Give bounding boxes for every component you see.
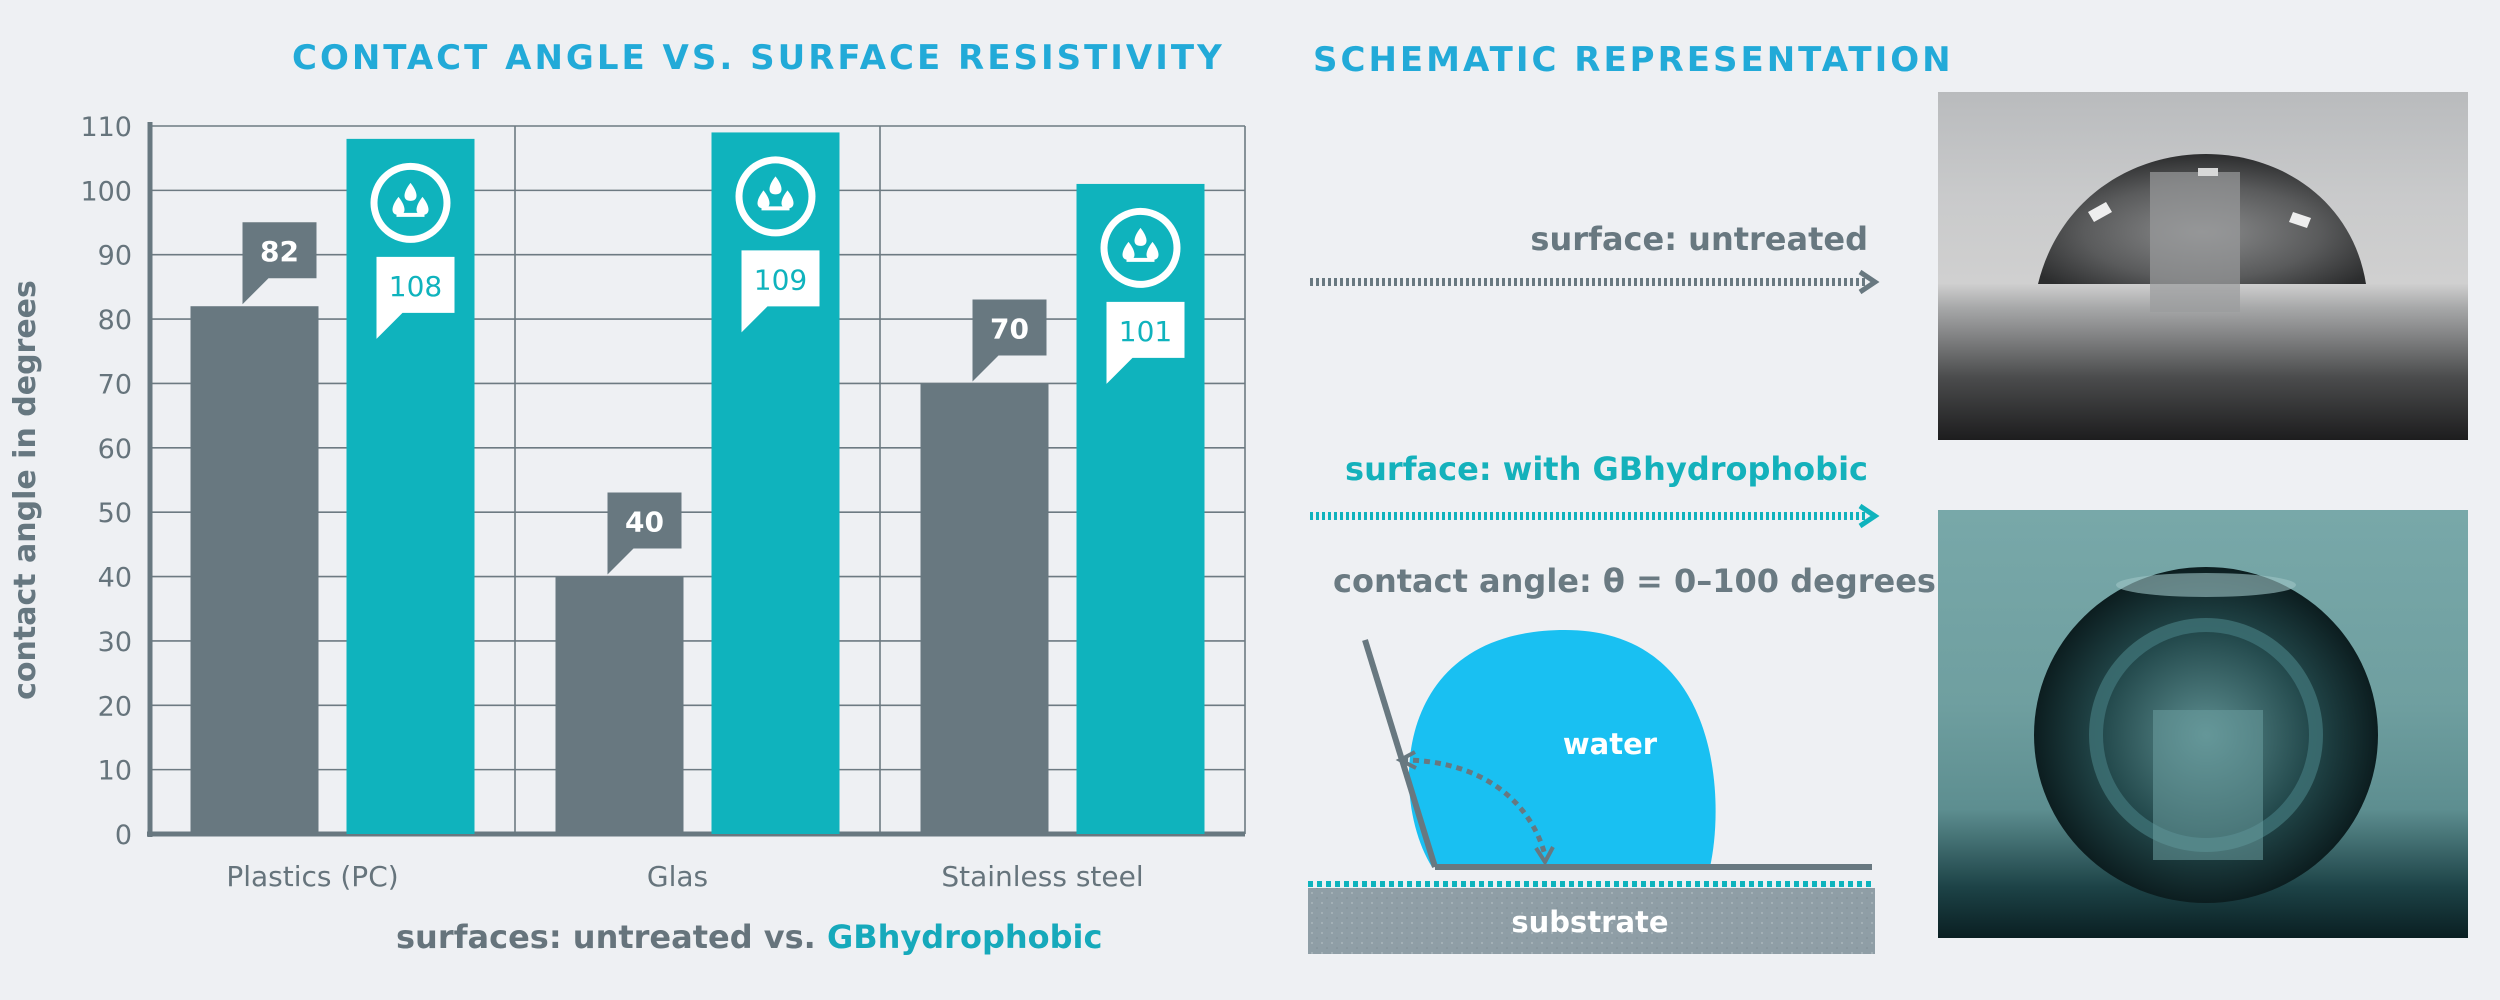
drop-icon	[781, 190, 794, 209]
value-label: 108	[389, 270, 442, 303]
y-tick-label: 80	[98, 305, 132, 336]
value-label: 82	[260, 235, 299, 268]
value-label: 109	[754, 263, 807, 296]
contact-angle-label: contact angle: θ = 0–100 degrees	[1333, 562, 1936, 600]
bar-treated	[711, 132, 840, 834]
y-tick-label: 50	[98, 498, 132, 529]
x-tick-label: Plastics (PC)	[226, 860, 398, 893]
y-tick-label: 30	[98, 627, 132, 658]
drop-icon	[416, 196, 429, 215]
chart-legend: surfaces: untreated vs. GBhydrophobic	[396, 918, 1102, 956]
bar-treated	[346, 138, 475, 834]
treated-surface-label: surface: with GBhydrophobic	[1345, 450, 1868, 488]
water-label: water	[1563, 727, 1658, 761]
legend-prefix: surfaces: untreated vs.	[396, 918, 827, 956]
bar-treated	[1076, 183, 1205, 835]
bar-chart: 0 10 20 30 40 50 60 70 80 90 100 110 82 108 Plastics (…	[80, 112, 1246, 893]
y-tick-label: 40	[98, 563, 132, 594]
drop-icon	[404, 182, 417, 201]
value-label: 101	[1119, 315, 1172, 348]
substrate	[1308, 888, 1875, 954]
drop-icon	[1122, 241, 1135, 260]
value-callout	[972, 299, 1047, 382]
water-drop	[1408, 630, 1716, 867]
value-callout	[376, 256, 455, 339]
value-callout	[607, 492, 682, 575]
hydrophobic-icon-inner	[742, 163, 809, 230]
bar-untreated	[920, 383, 1049, 834]
chart-title: CONTACT ANGLE VS. SURFACE RESISTIVITY	[292, 38, 1225, 78]
y-tick-label: 20	[98, 691, 132, 722]
drop-icon	[1146, 241, 1159, 260]
photo-treated-droplet	[1938, 510, 2468, 938]
treated-arrow	[1310, 503, 1880, 529]
value-callout	[1106, 301, 1185, 384]
hydrophobic-icon-inner	[1107, 214, 1174, 281]
y-tick-label: 70	[98, 369, 132, 400]
drop-icon	[769, 176, 782, 195]
drop-icon	[1134, 227, 1147, 246]
x-tick-label: Glas	[647, 860, 708, 893]
value-label: 70	[990, 312, 1029, 345]
hydrophobic-icon-inner	[377, 169, 444, 236]
angle-arc	[1401, 757, 1548, 856]
value-callout	[242, 222, 317, 305]
value-label: 40	[625, 506, 664, 539]
value-callout	[741, 250, 820, 333]
y-axis-label: contact angle in degrees	[8, 280, 43, 700]
untreated-arrow	[1310, 269, 1880, 295]
y-tick-label: 60	[98, 434, 132, 465]
y-tick-label: 90	[98, 241, 132, 272]
substrate-label: substrate	[1511, 905, 1668, 939]
x-tick-label: Stainless steel	[941, 860, 1143, 893]
legend-highlight: GBhydrophobic	[826, 918, 1103, 956]
y-tick-label: 10	[98, 756, 132, 787]
schematic-title: SCHEMATIC REPRESENTATION	[1313, 40, 1954, 80]
bar-untreated	[555, 576, 684, 834]
y-tick-label: 110	[80, 112, 132, 143]
y-tick-label: 0	[115, 820, 132, 851]
bar-untreated	[190, 306, 319, 835]
photo-untreated-droplet	[1938, 92, 2468, 440]
untreated-surface-label: surface: untreated	[1530, 220, 1868, 258]
tangent-line	[1362, 639, 1438, 868]
drop-icon	[757, 190, 770, 209]
drop-icon	[392, 196, 405, 215]
y-tick-label: 100	[80, 176, 132, 207]
contact-angle-schematic: water substrate	[1308, 269, 1880, 954]
